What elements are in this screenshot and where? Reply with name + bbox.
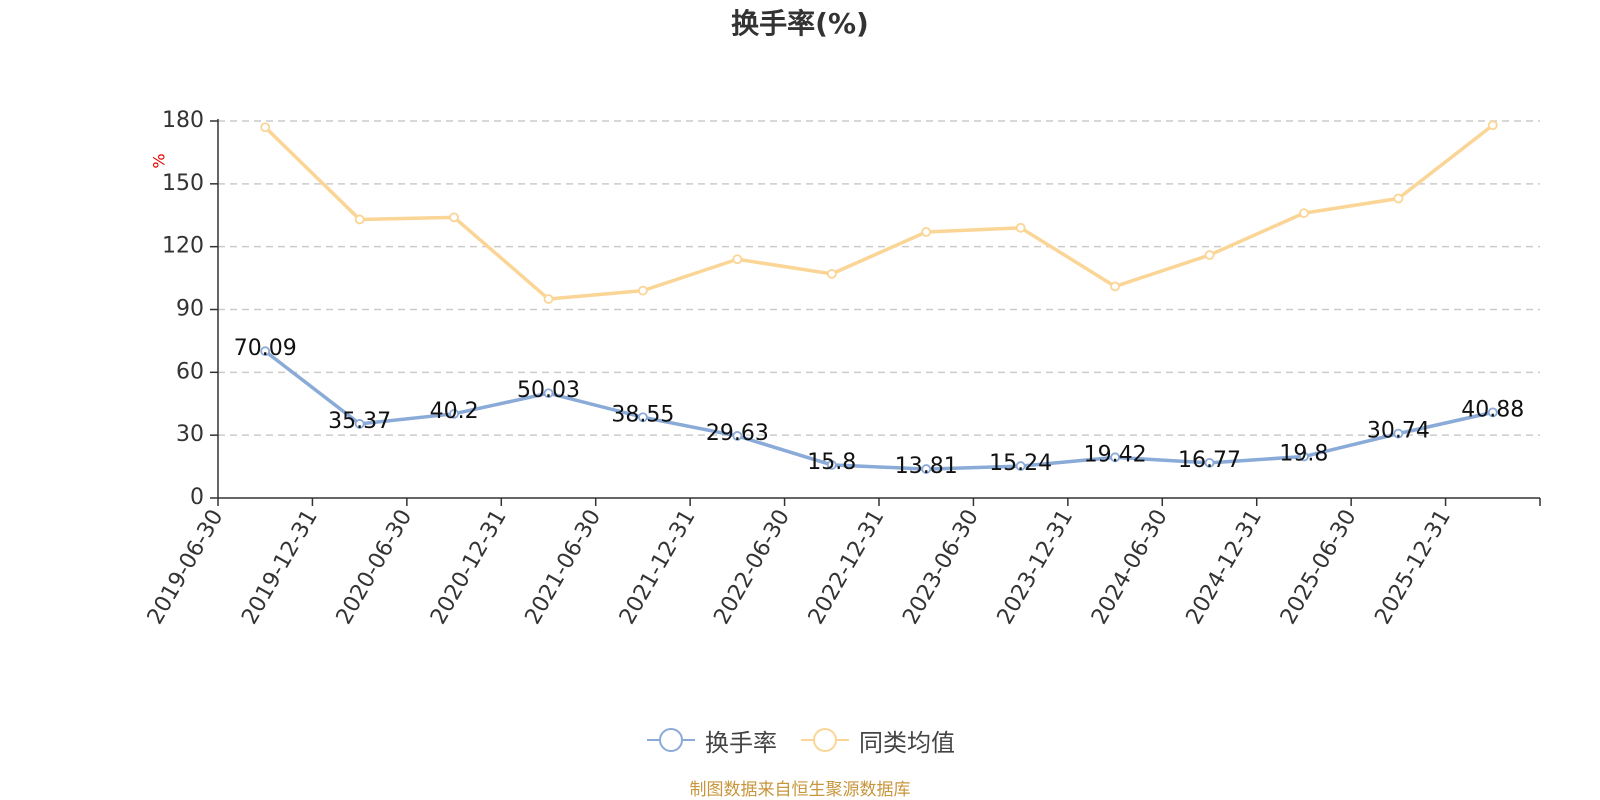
data-label-turnover: 29.63 — [706, 421, 769, 446]
data-source-note: 制图数据来自恒生聚源数据库 — [689, 780, 911, 800]
data-point-peer-average — [1299, 208, 1309, 219]
data-point-peer-average — [260, 122, 271, 133]
data-label-turnover: 15.8 — [807, 450, 856, 475]
data-point-turnover — [1015, 461, 1026, 471]
data-label-turnover: 16.77 — [1178, 448, 1241, 473]
data-point-turnover — [1204, 457, 1215, 468]
data-label-turnover: 40.2 — [430, 399, 479, 424]
series-line-peer-average — [263, 123, 1494, 301]
data-point-turnover — [1299, 451, 1309, 462]
data-point-peer-average — [638, 285, 648, 296]
data-point-turnover — [354, 419, 365, 429]
legend-item-peer-average[interactable]: 同类均值 — [799, 723, 955, 758]
y-tick-label: 180 — [162, 108, 204, 133]
x-tick-label: 2019-06-30 — [143, 506, 229, 629]
data-point-peer-average — [1015, 222, 1026, 233]
data-point-peer-average — [1204, 250, 1215, 260]
data-label-turnover: 15.24 — [989, 451, 1052, 476]
y-tick-label: 0 — [190, 485, 204, 510]
chart-title: 换手率(%) — [731, 7, 869, 40]
x-tick-label: 2021-12-31 — [615, 506, 701, 629]
data-point-peer-average — [921, 227, 932, 237]
data-point-peer-average — [732, 254, 743, 265]
data-label-turnover: 70.09 — [234, 336, 297, 361]
y-tick-label: 60 — [176, 359, 204, 384]
data-point-peer-average — [826, 268, 837, 279]
data-label-turnover: 13.81 — [895, 454, 958, 479]
data-point-turnover — [732, 431, 743, 441]
y-tick-label: 90 — [176, 297, 204, 322]
data-point-peer-average — [543, 294, 554, 304]
y-tick-label: 30 — [176, 422, 204, 447]
x-tick-label: 2025-06-30 — [1276, 506, 1362, 629]
x-tick-label: 2022-12-31 — [804, 506, 890, 629]
x-tick-label: 2020-06-30 — [332, 506, 418, 629]
legend-marker-turnover-icon — [647, 728, 695, 752]
x-tick-label: 2023-06-30 — [898, 506, 984, 629]
x-tick-label: 2021-06-30 — [521, 506, 607, 629]
x-tick-label: 2022-06-30 — [709, 506, 795, 629]
y-tick-label: 120 — [162, 234, 204, 259]
x-tick-label: 2024-12-31 — [1182, 506, 1268, 629]
data-point-peer-average — [1487, 120, 1498, 131]
x-tick-label: 2024-06-30 — [1087, 506, 1173, 629]
data-label-turnover: 19.42 — [1084, 442, 1147, 467]
data-point-turnover — [1487, 407, 1498, 418]
data-point-turnover — [1393, 428, 1404, 439]
data-label-turnover: 30.74 — [1367, 419, 1430, 444]
data-point-peer-average — [1393, 193, 1404, 204]
x-tick-label: 2023-12-31 — [993, 506, 1079, 629]
x-tick-label: 2025-12-31 — [1370, 506, 1456, 629]
data-point-peer-average — [449, 212, 459, 223]
data-label-turnover: 35.37 — [328, 409, 391, 434]
y-tick-label: 150 — [162, 171, 204, 196]
data-point-turnover — [449, 408, 459, 419]
legend-label-peer-average: 同类均值 — [859, 728, 955, 757]
y-axis-unit-label: % — [150, 153, 169, 168]
data-label-turnover: 50.03 — [517, 378, 580, 403]
x-tick-label: 2020-12-31 — [426, 506, 512, 629]
legend-marker-peer-average-icon — [801, 728, 849, 752]
data-label-turnover: 19.8 — [1279, 442, 1328, 467]
data-point-turnover — [260, 346, 271, 357]
series-line-turnover — [264, 349, 1494, 471]
data-label-turnover: 40.88 — [1461, 397, 1524, 422]
data-point-turnover — [921, 464, 932, 474]
legend-label-turnover: 换手率 — [705, 728, 777, 757]
data-point-peer-average — [1110, 281, 1120, 292]
data-point-turnover — [543, 388, 554, 399]
data-point-turnover — [826, 460, 837, 470]
data-point-turnover — [638, 412, 648, 423]
chart-legend: 换手率 同类均值 — [0, 722, 1600, 758]
data-label-turnover: 38.55 — [611, 402, 674, 427]
x-tick-label: 2019-12-31 — [237, 506, 323, 629]
data-point-turnover — [1110, 452, 1120, 463]
data-point-peer-average — [354, 214, 365, 225]
legend-item-turnover[interactable]: 换手率 — [645, 723, 777, 758]
